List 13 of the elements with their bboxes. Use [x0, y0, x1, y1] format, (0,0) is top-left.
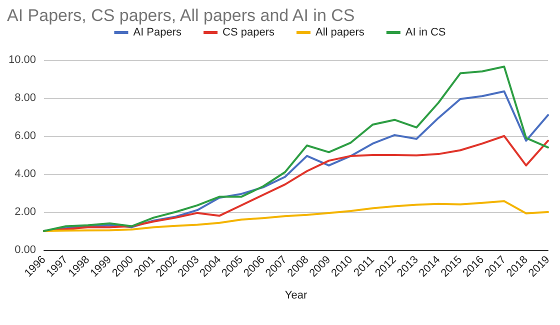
y-tick-label: 10.00 — [8, 54, 36, 66]
legend-label: CS papers — [222, 26, 276, 38]
y-tick-label: 0.00 — [14, 244, 36, 256]
y-tick-label: 8.00 — [14, 92, 36, 104]
legend-label: AI Papers — [133, 26, 182, 38]
chart-title: AI Papers, CS papers, All papers and AI in CS — [7, 6, 355, 25]
line-series — [43, 200, 549, 232]
legend-label: All papers — [316, 26, 365, 38]
y-tick-label: 6.00 — [14, 130, 36, 142]
y-tick-label: 2.00 — [14, 206, 36, 218]
y-tick-label: 4.00 — [14, 168, 36, 180]
x-axis-title: Year — [284, 290, 308, 302]
legend-label: AI in CS — [405, 26, 446, 38]
